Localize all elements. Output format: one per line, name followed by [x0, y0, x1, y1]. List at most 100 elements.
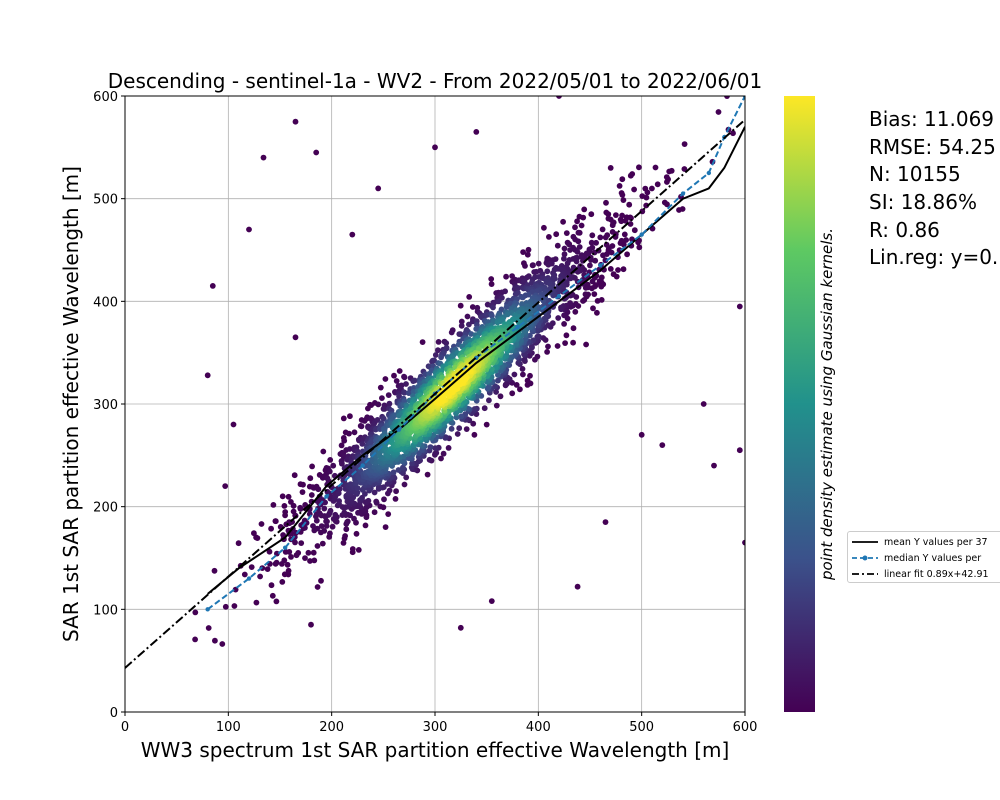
- scatter-point: [502, 288, 508, 295]
- scatter-point: [374, 417, 381, 423]
- x-tick-label: 500: [629, 720, 654, 735]
- series-line: [125, 118, 745, 669]
- scatter-point: [438, 354, 444, 361]
- scatter-point: [426, 371, 432, 377]
- scatter-point: [609, 229, 616, 235]
- scatter-point: [570, 325, 577, 332]
- scatter-point: [519, 366, 526, 372]
- scatter-point: [581, 206, 588, 213]
- scatter-point: [281, 503, 288, 509]
- scatter-point: [268, 525, 274, 532]
- scatter-point: [617, 240, 624, 247]
- scatter-point: [349, 546, 356, 552]
- scatter-point: [663, 174, 670, 181]
- series-marker: [598, 263, 603, 268]
- scatter-point: [321, 528, 328, 534]
- series-marker: [680, 191, 686, 196]
- scatter-point: [495, 372, 501, 378]
- scatter-point: [534, 333, 541, 340]
- scatter-point: [520, 371, 526, 378]
- scatter-point: [457, 302, 464, 309]
- scatter-point: [631, 227, 638, 234]
- scatter-point: [362, 522, 369, 529]
- y-tick-label: 100: [93, 603, 118, 618]
- x-axis-label: WW3 spectrum 1st SAR partition effective…: [141, 738, 730, 762]
- scatter-point: [456, 425, 463, 432]
- scatter-point: [602, 234, 609, 241]
- stat-rmse: RMSE: 54.25: [869, 134, 996, 159]
- scatter-point: [681, 141, 688, 148]
- scatter-point: [204, 372, 211, 379]
- scatter-point: [636, 244, 643, 251]
- scatter-point: [616, 183, 623, 189]
- x-tick-label: 300: [423, 720, 448, 735]
- scatter-point: [340, 415, 347, 422]
- scatter-point: [620, 266, 627, 273]
- scatter-point: [351, 515, 357, 522]
- scatter-point: [544, 349, 550, 355]
- series-marker: [324, 494, 329, 499]
- scatter-point: [553, 231, 560, 238]
- y-tick-label: 400: [93, 295, 118, 310]
- scatter-point: [362, 499, 369, 505]
- scatter-point: [664, 179, 670, 185]
- scatter-point: [576, 244, 583, 250]
- scatter-point: [654, 181, 661, 188]
- scatter-point: [273, 559, 280, 566]
- scatter-point: [320, 448, 327, 455]
- legend-swatch-dashed: [852, 555, 878, 561]
- scatter-point: [561, 251, 568, 258]
- scatter-point: [544, 268, 551, 275]
- scatter-point: [393, 488, 399, 495]
- scatter-point: [572, 224, 578, 231]
- scatter-point: [659, 442, 666, 448]
- scatter-point: [314, 543, 321, 549]
- scatter-point: [445, 445, 452, 451]
- scatter-point: [230, 421, 237, 428]
- scatter-point: [372, 426, 379, 433]
- scatter-point: [273, 598, 280, 605]
- x-tick-label: 100: [216, 720, 241, 735]
- scatter-point: [403, 381, 409, 387]
- colorbar: [784, 96, 815, 712]
- series-marker: [360, 463, 365, 468]
- scatter-point: [620, 197, 627, 204]
- scatter-point: [454, 431, 461, 437]
- scatter-point: [643, 202, 650, 209]
- scatter-point: [380, 415, 387, 422]
- scatter-point: [534, 353, 541, 360]
- scatter-point: [355, 509, 361, 516]
- scatter-point: [395, 467, 402, 473]
- scatter-point: [330, 462, 337, 469]
- scatter-point: [624, 251, 630, 258]
- scatter-point: [561, 245, 568, 252]
- scatter-point: [473, 129, 480, 135]
- scatter-point: [288, 554, 294, 560]
- scatter-point: [264, 566, 271, 572]
- scatter-point: [432, 352, 439, 358]
- scatter-point: [570, 339, 576, 346]
- scatter-point: [605, 211, 612, 218]
- scatter-point: [322, 499, 328, 506]
- scatter-point: [621, 231, 628, 238]
- scatter-point: [281, 557, 288, 564]
- series-line: [207, 126, 745, 595]
- scatter-point: [561, 312, 567, 319]
- scatter-point: [354, 485, 361, 492]
- scatter-point: [308, 492, 315, 498]
- scatter-point: [284, 561, 291, 568]
- scatter-point: [466, 294, 473, 300]
- scatter-point: [502, 381, 509, 388]
- scatter-point: [638, 431, 645, 438]
- scatter-point: [371, 509, 378, 516]
- scatter-point: [385, 392, 392, 398]
- scatter-point: [681, 166, 688, 172]
- scatter-point: [471, 431, 478, 438]
- x-tick-label: 200: [319, 720, 344, 735]
- scatter-point: [300, 481, 306, 488]
- legend-label: linear fit 0.89x+42.91: [884, 568, 989, 580]
- scatter-point: [607, 266, 614, 272]
- scatter-point: [279, 579, 286, 585]
- scatter-point: [401, 389, 408, 396]
- scatter-point: [270, 502, 277, 508]
